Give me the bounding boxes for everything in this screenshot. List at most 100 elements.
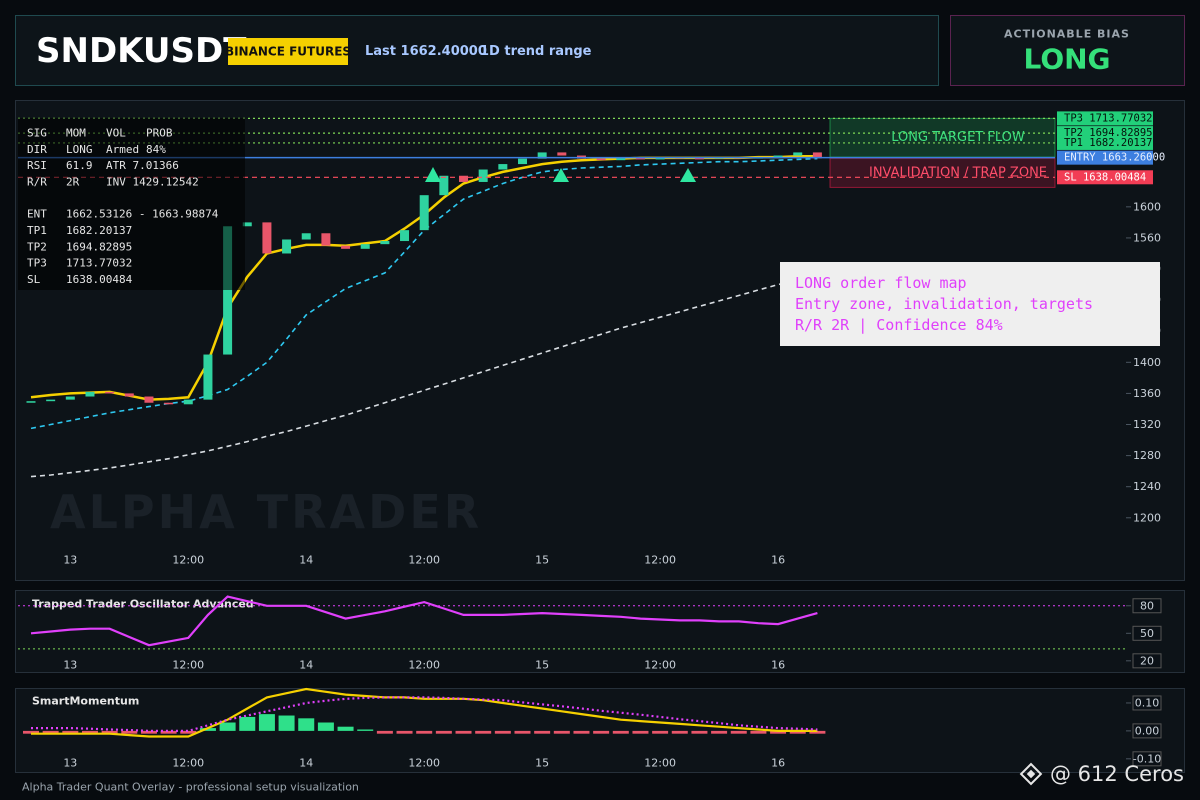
candle bbox=[144, 396, 154, 403]
candle bbox=[203, 354, 213, 400]
y-tick-box bbox=[1132, 723, 1162, 739]
histogram-bar bbox=[612, 730, 629, 734]
histogram-bar bbox=[435, 730, 452, 734]
info-cell: INV 1429.12542 bbox=[106, 175, 199, 188]
histogram-bar bbox=[101, 730, 118, 734]
candle bbox=[478, 169, 488, 182]
y-tick-box bbox=[1132, 751, 1162, 767]
level-label: TP1 1682.20137 bbox=[1064, 137, 1153, 149]
info-cell: LONG bbox=[66, 143, 93, 156]
y-tick-label: 1320 bbox=[1133, 418, 1161, 431]
x-tick-label: 12:00 bbox=[408, 659, 440, 672]
candle bbox=[242, 222, 252, 227]
histogram-bar bbox=[475, 730, 492, 734]
x-tick-label: 15 bbox=[535, 659, 549, 672]
y-tick-box bbox=[1132, 695, 1162, 711]
level-label: SL 1638.00484 bbox=[1064, 171, 1146, 183]
histogram-bar bbox=[514, 730, 531, 734]
x-tick-label: 15 bbox=[535, 554, 549, 567]
x-tick-label: 12:00 bbox=[172, 757, 204, 770]
badge: BINANCE FUTURES bbox=[225, 45, 351, 59]
info-panel bbox=[18, 118, 245, 290]
bias-box bbox=[950, 15, 1185, 86]
info-cell: VOL bbox=[106, 127, 126, 140]
x-tick-label: 12:00 bbox=[644, 757, 676, 770]
y-tick-label: 80 bbox=[1140, 599, 1154, 612]
histogram-bar bbox=[317, 722, 334, 731]
info-cell: 1694.82895 bbox=[66, 240, 132, 253]
watermark: ALPHA TRADER bbox=[50, 485, 482, 539]
y-tick-label: 0.10 bbox=[1135, 696, 1160, 709]
y-tick-box bbox=[1132, 653, 1162, 669]
info-cell: SIG bbox=[27, 127, 47, 140]
candle bbox=[26, 401, 36, 403]
info-cell: 1638.00484 bbox=[66, 273, 133, 286]
level-label-bg bbox=[1057, 135, 1153, 150]
info-cell: TP3 bbox=[27, 257, 47, 270]
candle bbox=[183, 399, 193, 405]
y-tick-label: 1240 bbox=[1133, 480, 1161, 493]
info-cell: SL bbox=[27, 273, 41, 286]
histogram-bar bbox=[553, 730, 570, 734]
histogram-bar bbox=[357, 729, 374, 731]
credit: @ 612 Ceros bbox=[1050, 762, 1184, 786]
candle bbox=[223, 226, 233, 355]
candle bbox=[380, 241, 390, 245]
histogram-bar bbox=[258, 714, 275, 731]
candle bbox=[812, 152, 822, 159]
histogram-bar bbox=[121, 730, 138, 734]
credit-logo bbox=[1019, 762, 1043, 786]
candle bbox=[694, 157, 704, 160]
histogram-bar bbox=[337, 726, 354, 731]
candle bbox=[105, 391, 115, 394]
panel-title: Trapped Trader Oscillator Advanced bbox=[32, 598, 254, 611]
x-tick-label: 12:00 bbox=[172, 659, 204, 672]
candle bbox=[498, 164, 508, 170]
histogram-bar bbox=[298, 718, 315, 731]
histogram-bar bbox=[711, 730, 728, 734]
symbol: SNDKUSDT bbox=[36, 31, 247, 71]
candle bbox=[400, 230, 410, 242]
series-line bbox=[30, 595, 818, 647]
oscillator-panel bbox=[15, 590, 1185, 673]
last-price: Last 1662.40000 bbox=[365, 44, 487, 59]
y-tick-label: 1560 bbox=[1133, 231, 1161, 244]
info-cell: Armed bbox=[106, 143, 139, 156]
histogram-bar bbox=[534, 730, 551, 734]
info-cell: TP2 bbox=[27, 240, 47, 253]
candle bbox=[557, 152, 567, 156]
info-cell: MOM bbox=[66, 127, 86, 140]
candle bbox=[282, 239, 292, 254]
bias-value: LONG bbox=[1023, 43, 1110, 76]
y-tick-label: 1360 bbox=[1133, 387, 1161, 400]
info-cell: 84% bbox=[146, 143, 166, 156]
y-tick-label: -0.10 bbox=[1133, 752, 1161, 765]
charts: 13 12:00 14 12:00 15 12:00 1612001240128013201… bbox=[18, 111, 1165, 770]
info-cell: RSI bbox=[27, 159, 47, 172]
histogram-bar bbox=[180, 730, 197, 734]
x-tick-label: 16 bbox=[771, 757, 785, 770]
histogram-bar bbox=[730, 730, 747, 734]
level-label-bg bbox=[1057, 150, 1153, 165]
x-tick-label: 14 bbox=[299, 659, 313, 672]
candle bbox=[773, 155, 783, 158]
candle bbox=[360, 244, 370, 249]
x-tick-label: 12:00 bbox=[644, 554, 676, 567]
y-tick-box bbox=[1132, 598, 1162, 614]
level-label-bg bbox=[1057, 111, 1153, 126]
x-tick-label: 14 bbox=[299, 554, 313, 567]
histogram-bar bbox=[23, 730, 39, 734]
candle bbox=[518, 158, 527, 165]
info-cell: TP1 bbox=[27, 224, 47, 237]
histogram-bar bbox=[219, 722, 236, 731]
candle bbox=[321, 233, 331, 246]
histogram-bar bbox=[494, 730, 511, 734]
histogram-bar bbox=[140, 730, 157, 734]
candle bbox=[459, 175, 469, 182]
x-tick-label: 15 bbox=[535, 757, 549, 770]
histogram-bar bbox=[416, 730, 433, 734]
x-tick-label: 13 bbox=[63, 554, 77, 567]
histogram-bar bbox=[671, 730, 688, 734]
indicator-line bbox=[30, 274, 818, 478]
